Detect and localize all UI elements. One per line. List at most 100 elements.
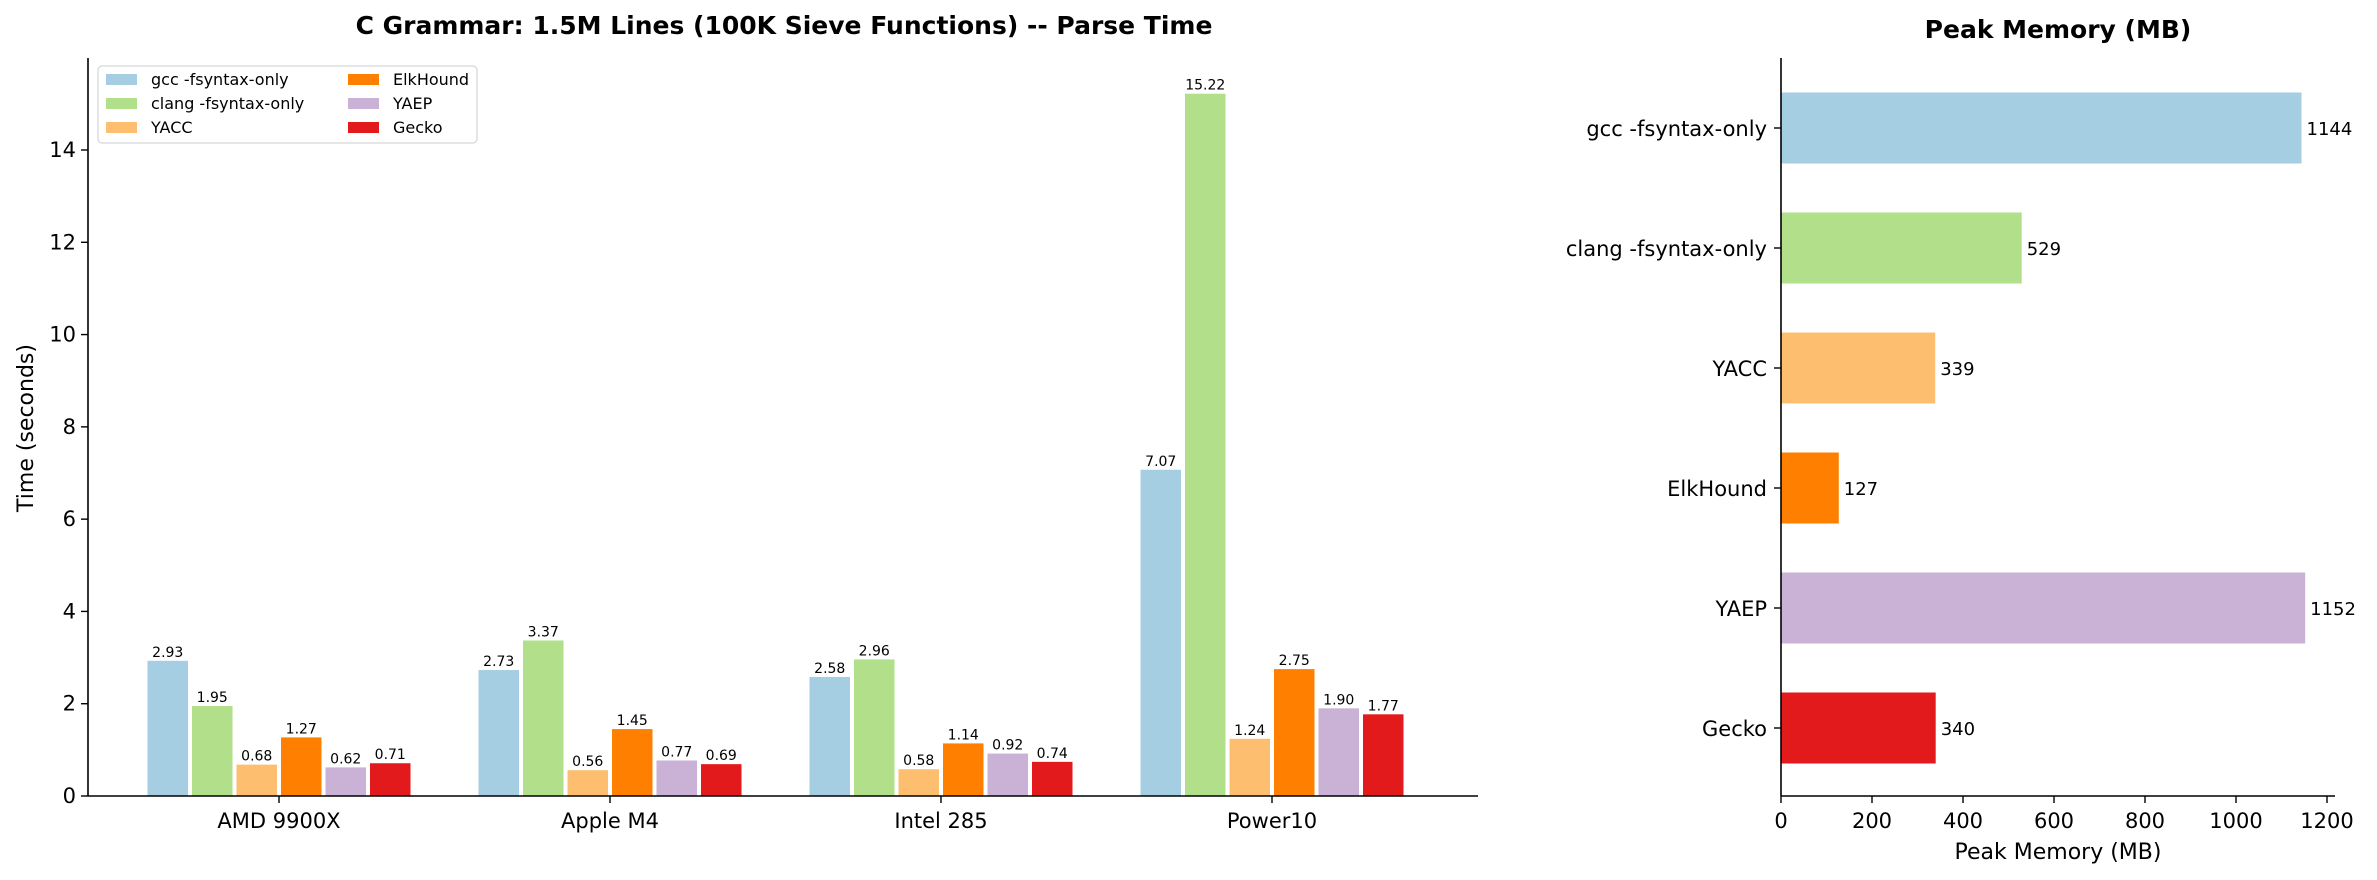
- legend-label-yacc: YACC: [150, 118, 193, 137]
- legend-swatch-yacc: [106, 122, 137, 133]
- data-label-clang-fsyntax-only-apple-m4: 3.37: [528, 624, 559, 640]
- legend-label-yaep: YAEP: [392, 94, 433, 113]
- x-tick-label-800: 800: [2125, 809, 2165, 833]
- data-label-gecko-apple-m4: 0.69: [706, 748, 737, 764]
- parse-time-bars: [147, 93, 1404, 797]
- data-label-gcc-fsyntax-only-apple-m4: 2.73: [483, 654, 514, 670]
- hbar-yaep: [1781, 572, 2306, 644]
- legend-frame: [97, 65, 478, 144]
- bar-yaep-amd-9900x: [325, 767, 366, 796]
- data-label-gecko-intel-285: 0.74: [1037, 746, 1068, 762]
- y-tick-label-12: 12: [49, 230, 76, 254]
- bar-gecko-amd-9900x: [370, 763, 411, 796]
- bar-clang-fsyntax-only-apple-m4: [523, 640, 564, 796]
- bar-gecko-intel-285: [1032, 761, 1073, 796]
- parse-time-data-labels: 2.93 2.73 2.58 7.07 1.95 3.37 2.96 15.22 0.68 0.5…: [152, 78, 1399, 770]
- data-label-gecko-amd-9900x: 0.71: [375, 747, 406, 763]
- data-label-gcc-fsyntax-only-amd-9900x: 2.93: [152, 645, 183, 661]
- x-tick-label-power10: Power10: [1227, 809, 1317, 833]
- bar-yacc-amd-9900x: [236, 764, 277, 796]
- x-tick-label-intel-285: Intel 285: [894, 809, 987, 833]
- legend-label-clang-fsyntax-only: clang -fsyntax-only: [151, 94, 304, 113]
- y-tick-label-14: 14: [49, 138, 76, 162]
- bar-gecko-apple-m4: [701, 764, 742, 796]
- bar-yaep-apple-m4: [656, 760, 697, 796]
- x-tick-label-1000: 1000: [2209, 809, 2262, 833]
- y-tick-label-clang-fsyntax-only: clang -fsyntax-only: [1566, 237, 1767, 261]
- bar-yacc-apple-m4: [567, 770, 608, 796]
- peak-memory-title: Peak Memory (MB): [1925, 15, 2192, 44]
- bar-gcc-fsyntax-only-apple-m4: [478, 670, 519, 796]
- bar-elkhound-amd-9900x: [281, 737, 322, 796]
- legend-label-gcc-fsyntax-only: gcc -fsyntax-only: [151, 70, 289, 89]
- y-tick-label-6: 6: [63, 507, 76, 531]
- peak-memory-bars: [1781, 92, 2306, 764]
- bar-elkhound-intel-285: [943, 743, 984, 796]
- data-label-elkhound-intel-285: 1.14: [948, 727, 979, 743]
- legend-label-gecko: Gecko: [393, 118, 443, 137]
- bar-clang-fsyntax-only-amd-9900x: [192, 706, 233, 796]
- data-label-clang-fsyntax-only-intel-285: 2.96: [859, 643, 890, 659]
- legend-label-elkhound: ElkHound: [393, 70, 469, 89]
- hbar-label-clang-fsyntax-only: 529: [2027, 239, 2061, 260]
- y-tick-label-8: 8: [63, 415, 76, 439]
- y-tick-label-0: 0: [63, 784, 76, 808]
- y-tick-label-gecko: Gecko: [1702, 717, 1767, 741]
- y-tick-label-elkhound: ElkHound: [1667, 477, 1767, 501]
- y-tick-label-4: 4: [63, 599, 76, 623]
- bar-elkhound-apple-m4: [612, 729, 653, 796]
- legend-items: gcc -fsyntax-only clang -fsyntax-only YACC…: [106, 70, 469, 137]
- bar-gcc-fsyntax-only-amd-9900x: [147, 660, 188, 796]
- data-label-yacc-amd-9900x: 0.68: [241, 749, 272, 765]
- data-label-gecko-power10: 1.77: [1368, 698, 1399, 714]
- data-label-gcc-fsyntax-only-intel-285: 2.58: [814, 661, 845, 677]
- parse-time-y-axis-label: Time (seconds): [14, 344, 39, 513]
- legend-swatch-gecko: [348, 122, 379, 133]
- x-tick-label-apple-m4: Apple M4: [561, 809, 659, 833]
- hbar-yacc: [1781, 332, 1936, 404]
- y-tick-label-2: 2: [63, 692, 76, 716]
- data-label-yaep-apple-m4: 0.77: [661, 744, 692, 760]
- bar-clang-fsyntax-only-intel-285: [854, 659, 895, 796]
- parse-time-chart: C Grammar: 1.5M Lines (100K Sieve Functi…: [14, 11, 1478, 833]
- x-tick-label-400: 400: [1943, 809, 1983, 833]
- x-tick-label-600: 600: [2034, 809, 2074, 833]
- x-tick-label-1200: 1200: [2300, 809, 2353, 833]
- parse-time-legend: gcc -fsyntax-only clang -fsyntax-only YACC…: [97, 65, 478, 144]
- peak-memory-y-ticks: gcc -fsyntax-only clang -fsyntax-only YACC…: [1566, 117, 1781, 741]
- x-tick-label-0: 0: [1774, 809, 1787, 833]
- hbar-gcc-fsyntax-only: [1781, 92, 2302, 164]
- legend-swatch-yaep: [348, 98, 379, 109]
- legend-swatch-clang-fsyntax-only: [106, 98, 137, 109]
- data-label-yaep-amd-9900x: 0.62: [330, 751, 361, 767]
- parse-time-title: C Grammar: 1.5M Lines (100K Sieve Functi…: [356, 11, 1213, 40]
- x-tick-label-amd-9900x: AMD 9900X: [217, 809, 340, 833]
- bar-yaep-intel-285: [987, 753, 1028, 796]
- data-label-elkhound-amd-9900x: 1.27: [286, 721, 317, 737]
- data-label-yacc-power10: 1.24: [1234, 723, 1265, 739]
- data-label-elkhound-apple-m4: 1.45: [617, 713, 648, 729]
- data-label-yaep-power10: 1.90: [1323, 692, 1354, 708]
- bar-gcc-fsyntax-only-power10: [1140, 469, 1181, 796]
- data-label-yacc-apple-m4: 0.56: [572, 754, 603, 770]
- legend-swatch-elkhound: [348, 74, 379, 85]
- data-label-clang-fsyntax-only-power10: 15.22: [1185, 78, 1225, 94]
- bar-yacc-intel-285: [898, 769, 939, 796]
- bar-clang-fsyntax-only-power10: [1185, 93, 1226, 797]
- y-tick-label-gcc-fsyntax-only: gcc -fsyntax-only: [1586, 117, 1767, 141]
- bar-yacc-power10: [1229, 738, 1270, 796]
- peak-memory-x-axis-label: Peak Memory (MB): [1955, 840, 2162, 865]
- hbar-label-gcc-fsyntax-only: 1144: [2307, 119, 2353, 140]
- bar-yaep-power10: [1318, 708, 1359, 796]
- data-label-clang-fsyntax-only-amd-9900x: 1.95: [197, 690, 228, 706]
- hbar-label-elkhound: 127: [1844, 479, 1878, 500]
- data-label-elkhound-power10: 2.75: [1279, 653, 1310, 669]
- hbar-elkhound: [1781, 452, 1839, 524]
- y-tick-label-yacc: YACC: [1711, 357, 1767, 381]
- hbar-gecko: [1781, 692, 1936, 764]
- bar-gecko-power10: [1363, 714, 1404, 796]
- hbar-label-yacc: 339: [1940, 359, 1974, 380]
- data-label-yaep-intel-285: 0.92: [992, 738, 1023, 754]
- legend-swatch-gcc-fsyntax-only: [106, 74, 137, 85]
